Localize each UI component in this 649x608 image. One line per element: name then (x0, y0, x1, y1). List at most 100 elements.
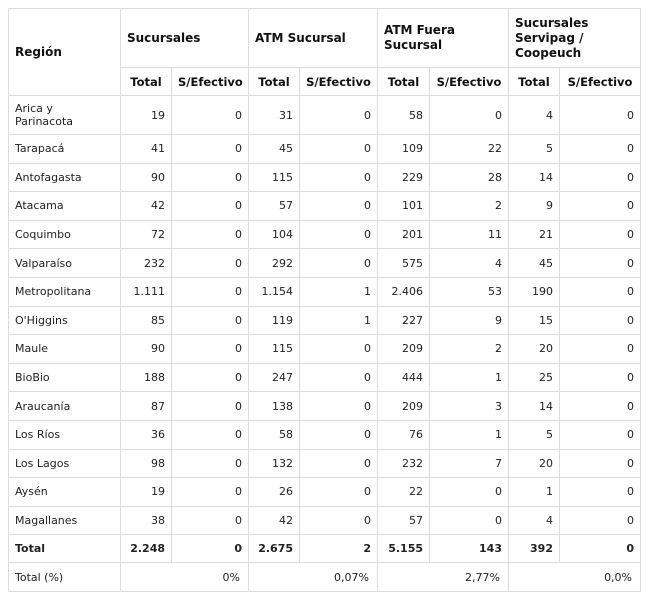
value-cell: 76 (377, 419, 430, 450)
table-row: Los Ríos 36 0 58 0 76 1 5 0 (8, 419, 642, 450)
value-cell: 36 (120, 419, 172, 450)
value-cell: 188 (120, 362, 172, 393)
table-row: Metropolitana 1.111 0 1.154 1 2.406 53 1… (8, 276, 642, 307)
value-cell: 90 (120, 162, 172, 193)
value-cell: 58 (248, 419, 300, 450)
value-cell: 0 (171, 477, 249, 507)
table-row: Coquimbo 72 0 104 0 201 11 21 0 (8, 219, 642, 250)
value-cell: 0 (171, 334, 249, 364)
value-cell: 0 (558, 134, 642, 164)
value-cell: 57 (248, 191, 300, 221)
value-cell: 0 (299, 219, 378, 250)
region-cell: Antofagasta (8, 162, 121, 193)
table-row: Aysén 19 0 26 0 22 0 1 0 (8, 477, 642, 507)
value-cell: 1 (299, 276, 378, 307)
percent-label: Total (%) (8, 562, 121, 593)
subheader-total: Total (248, 67, 300, 96)
table-row: O'Higgins 85 0 119 1 227 9 15 0 (8, 305, 642, 336)
value-cell: 138 (248, 391, 300, 421)
value-cell: 119 (248, 305, 300, 336)
total-value-cell: 2.248 (120, 534, 172, 564)
value-cell: 0 (299, 162, 378, 193)
value-cell: 0 (558, 95, 642, 135)
subheader-sin-efectivo: S/Efectivo (429, 67, 509, 96)
value-cell: 42 (248, 505, 300, 536)
total-value-cell: 0 (171, 534, 249, 564)
table-row: Los Lagos 98 0 132 0 232 7 20 0 (8, 448, 642, 479)
subheader-row: Total S/Efectivo Total S/Efectivo Total … (9, 67, 642, 96)
value-cell: 22 (377, 477, 430, 507)
region-cell: Magallanes (8, 505, 121, 536)
value-cell: 0 (558, 505, 642, 536)
value-cell: 1.111 (120, 276, 172, 307)
value-cell: 0 (171, 505, 249, 536)
table-row: Araucanía 87 0 138 0 209 3 14 0 (8, 391, 642, 421)
value-cell: 87 (120, 391, 172, 421)
value-cell: 21 (508, 219, 560, 250)
value-cell: 2 (429, 334, 509, 364)
value-cell: 38 (120, 505, 172, 536)
value-cell: 292 (248, 248, 300, 278)
subheader-total: Total (508, 67, 560, 96)
value-cell: 0 (558, 219, 642, 250)
value-cell: 28 (429, 162, 509, 193)
value-cell: 7 (429, 448, 509, 479)
value-cell: 247 (248, 362, 300, 393)
table-row: Antofagasta 90 0 115 0 229 28 14 0 (8, 162, 642, 193)
region-cell: Tarapacá (8, 134, 121, 164)
value-cell: 0 (299, 95, 378, 135)
value-cell: 72 (120, 219, 172, 250)
subheader-total: Total (120, 67, 172, 96)
value-cell: 0 (558, 276, 642, 307)
region-cell: Maule (8, 334, 121, 364)
value-cell: 41 (120, 134, 172, 164)
value-cell: 0 (299, 334, 378, 364)
value-cell: 15 (508, 305, 560, 336)
region-cell: Valparaíso (8, 248, 121, 278)
value-cell: 1 (508, 477, 560, 507)
value-cell: 0 (558, 305, 642, 336)
value-cell: 115 (248, 334, 300, 364)
region-cell: Metropolitana (8, 276, 121, 307)
value-cell: 0 (429, 95, 509, 135)
value-cell: 11 (429, 219, 509, 250)
value-cell: 0 (558, 419, 642, 450)
value-cell: 190 (508, 276, 560, 307)
value-cell: 5 (508, 419, 560, 450)
value-cell: 0 (558, 391, 642, 421)
value-cell: 0 (558, 162, 642, 193)
subheader-sin-efectivo: S/Efectivo (171, 67, 249, 96)
region-header: Región (8, 8, 121, 96)
group-header-atm-sucursal: ATM Sucursal (248, 8, 378, 68)
value-cell: 0 (558, 362, 642, 393)
value-cell: 0 (171, 219, 249, 250)
value-cell: 58 (377, 95, 430, 135)
value-cell: 22 (429, 134, 509, 164)
subheader-total: Total (377, 67, 430, 96)
atm-branch-table: Región Sucursales ATM Sucursal ATM Fuera… (8, 8, 642, 593)
value-cell: 229 (377, 162, 430, 193)
value-cell: 3 (429, 391, 509, 421)
value-cell: 1.154 (248, 276, 300, 307)
value-cell: 1 (429, 362, 509, 393)
percent-value-cell: 0,0% (507, 562, 642, 593)
percent-row: Total (%) 0% 0,07% 2,77% 0,0% (8, 562, 642, 593)
value-cell: 0 (171, 391, 249, 421)
percent-value-cell: 0,07% (248, 562, 378, 593)
value-cell: 53 (429, 276, 509, 307)
table-row: Arica y Parinacota 19 0 31 0 58 0 4 0 (8, 95, 642, 135)
table-row: Tarapacá 41 0 45 0 109 22 5 0 (8, 134, 642, 164)
value-cell: 42 (120, 191, 172, 221)
percent-value-cell: 2,77% (377, 562, 509, 593)
group-header-sucursales: Sucursales (120, 8, 249, 68)
value-cell: 85 (120, 305, 172, 336)
value-cell: 0 (299, 419, 378, 450)
value-cell: 14 (508, 162, 560, 193)
value-cell: 5 (508, 134, 560, 164)
total-row: Total 2.248 0 2.675 2 5.155 143 392 0 (8, 534, 642, 564)
value-cell: 98 (120, 448, 172, 479)
value-cell: 57 (377, 505, 430, 536)
value-cell: 232 (377, 448, 430, 479)
table-body: Arica y Parinacota 19 0 31 0 58 0 4 0 Ta… (8, 95, 642, 593)
group-header-servipag-coopeuch: Sucursales Servipag / Coopeuch (507, 8, 642, 68)
